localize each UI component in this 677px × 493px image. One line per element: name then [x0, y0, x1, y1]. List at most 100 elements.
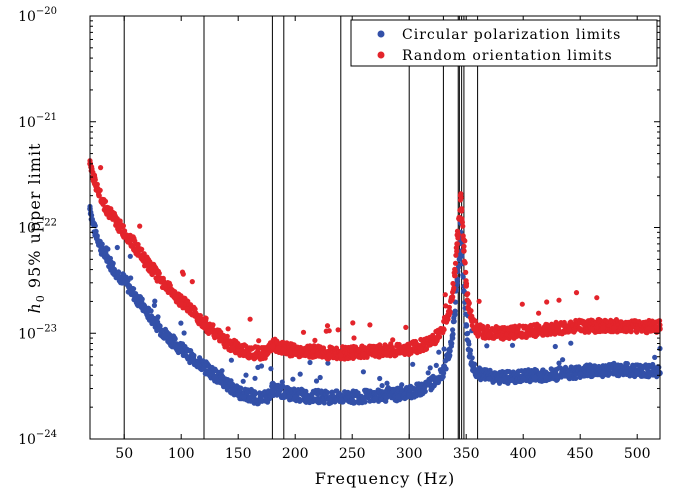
data-point — [429, 340, 435, 347]
scatter-points — [87, 158, 663, 407]
data-point — [269, 388, 276, 395]
data-point — [465, 306, 472, 312]
data-point — [161, 332, 167, 339]
data-point — [451, 318, 457, 324]
data-point — [422, 388, 428, 394]
data-point — [192, 306, 198, 312]
data-point — [440, 370, 447, 376]
data-point — [472, 326, 479, 332]
data-point — [453, 252, 459, 258]
data-point — [476, 298, 482, 304]
data-point — [132, 296, 139, 303]
data-point — [240, 378, 246, 384]
data-point — [252, 397, 259, 403]
data-point — [297, 371, 303, 377]
data-point — [449, 294, 456, 300]
data-point — [258, 397, 264, 404]
data-point — [456, 216, 463, 222]
data-point — [128, 275, 134, 281]
data-point — [450, 280, 456, 287]
x-tick-label: 50 — [115, 446, 133, 462]
data-point — [454, 248, 460, 254]
data-point — [203, 315, 209, 321]
data-point — [469, 355, 475, 361]
data-point — [462, 238, 468, 244]
data-point — [623, 326, 629, 332]
data-point — [189, 357, 196, 364]
data-point — [434, 377, 441, 384]
data-point — [457, 192, 464, 199]
legend-label-random: Random orientation limits — [402, 48, 613, 64]
data-point — [184, 353, 190, 360]
data-point — [449, 335, 456, 341]
data-point — [480, 323, 486, 329]
data-point — [326, 352, 333, 359]
data-point — [144, 262, 150, 269]
data-point — [135, 241, 141, 248]
data-point — [303, 396, 310, 402]
data-point — [320, 345, 327, 351]
x-tick-label: 450 — [567, 446, 594, 462]
y-axis-title: h0 95% upper limit — [25, 143, 47, 314]
data-point — [406, 348, 413, 354]
data-point — [246, 396, 253, 402]
data-point — [218, 337, 224, 344]
data-point — [543, 329, 549, 336]
x-tick-label: 400 — [510, 446, 537, 462]
data-point — [89, 220, 96, 226]
data-point — [372, 350, 378, 357]
y-axis-ticks: 10−20 10−21 10−22 10−23 10−24 — [18, 6, 660, 448]
data-point — [201, 322, 207, 328]
data-point — [588, 370, 595, 376]
data-point — [178, 301, 184, 307]
data-point — [645, 370, 652, 376]
data-point — [132, 246, 139, 253]
data-point — [98, 165, 104, 171]
data-point — [465, 330, 471, 336]
data-point — [628, 329, 634, 335]
data-point — [312, 337, 318, 343]
data-point — [243, 372, 249, 378]
data-point — [252, 375, 258, 381]
series-random — [87, 158, 663, 362]
data-point — [465, 346, 472, 353]
data-point — [210, 322, 216, 328]
data-point — [279, 379, 285, 385]
data-point — [463, 322, 470, 328]
data-point — [212, 332, 219, 339]
data-point — [543, 374, 549, 381]
data-point — [611, 369, 618, 375]
data-point — [447, 348, 453, 354]
data-point — [228, 357, 234, 363]
data-point — [269, 343, 276, 350]
data-point — [195, 316, 202, 323]
data-point — [484, 343, 490, 349]
data-point — [110, 216, 116, 222]
data-point — [452, 268, 458, 275]
data-point — [531, 374, 538, 381]
data-point — [144, 311, 150, 318]
data-point — [455, 235, 461, 241]
y-tick-label: 10−24 — [18, 429, 57, 448]
data-point — [98, 248, 105, 254]
data-point — [290, 376, 296, 382]
data-point — [94, 234, 100, 241]
data-point — [91, 229, 98, 236]
data-point — [623, 369, 629, 375]
data-point — [252, 391, 258, 397]
data-point — [191, 352, 197, 359]
data-point — [96, 192, 102, 199]
data-point — [286, 349, 293, 356]
data-point — [450, 331, 456, 337]
x-tick-label: 200 — [282, 446, 309, 462]
data-point — [446, 304, 452, 310]
data-point — [151, 302, 157, 308]
data-point — [292, 350, 299, 356]
data-point — [611, 325, 618, 331]
data-point — [127, 288, 133, 295]
data-point — [189, 311, 196, 318]
data-point — [180, 271, 186, 277]
data-point — [184, 306, 190, 312]
data-point — [360, 396, 367, 402]
data-point — [212, 374, 219, 381]
